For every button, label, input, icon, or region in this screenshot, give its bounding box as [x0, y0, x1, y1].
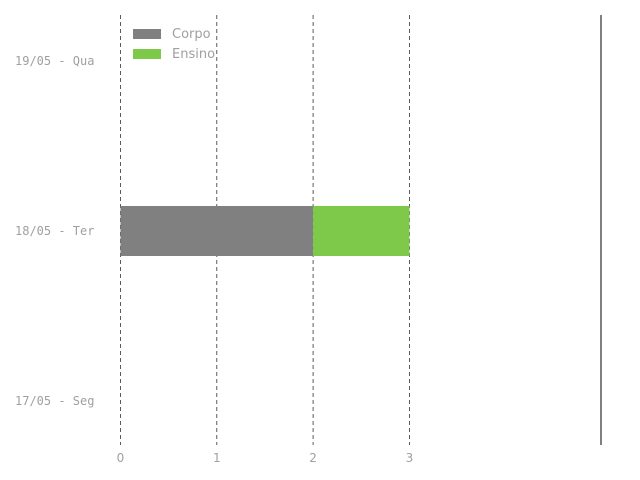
legend-swatch-corpo — [133, 29, 161, 39]
bar-corpo-1 — [120, 206, 314, 256]
x-tick-label: 0 — [117, 451, 125, 465]
legend-label-corpo: Corpo — [172, 27, 211, 42]
legend: Corpo Ensino — [133, 27, 215, 62]
grid-lines — [120, 15, 410, 445]
category-label: 17/05 - Seg — [15, 394, 94, 408]
x-tick-label: 3 — [406, 451, 414, 465]
category-label: 18/05 - Ter — [15, 224, 94, 238]
legend-swatch-ensino — [133, 49, 161, 59]
x-tick-label: 2 — [309, 451, 317, 465]
category-label: 19/05 - Qua — [15, 54, 94, 68]
x-tick-labels: 0 1 2 3 — [117, 451, 414, 465]
category-labels: 19/05 - Qua 18/05 - Ter 17/05 - Seg — [15, 54, 94, 408]
legend-label-ensino: Ensino — [172, 47, 215, 62]
x-tick-label: 1 — [213, 451, 221, 465]
bars — [120, 206, 410, 256]
bar-ensino-1 — [313, 206, 410, 256]
